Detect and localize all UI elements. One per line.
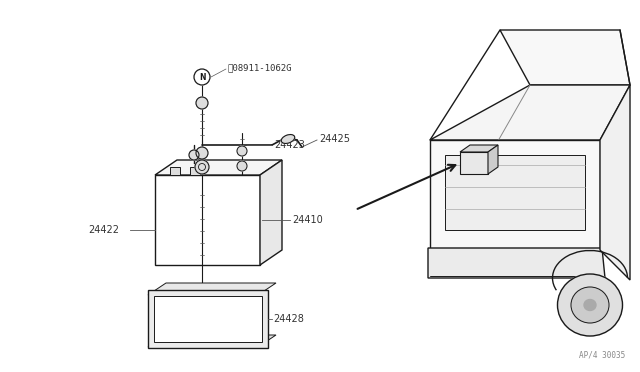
Text: 24428: 24428 — [273, 314, 304, 324]
Text: 24423: 24423 — [274, 140, 305, 150]
Polygon shape — [148, 290, 268, 348]
Polygon shape — [460, 145, 498, 152]
Polygon shape — [155, 160, 282, 175]
Text: N: N — [199, 73, 205, 81]
Circle shape — [189, 150, 199, 160]
Polygon shape — [154, 296, 262, 342]
Circle shape — [196, 147, 208, 159]
Circle shape — [195, 160, 209, 174]
Polygon shape — [155, 175, 260, 265]
Text: 24425: 24425 — [319, 134, 350, 144]
Circle shape — [196, 97, 208, 109]
Polygon shape — [428, 248, 605, 278]
Circle shape — [237, 161, 247, 171]
Text: ⓝ08911-1062G: ⓝ08911-1062G — [228, 64, 292, 73]
Ellipse shape — [282, 135, 294, 144]
Ellipse shape — [571, 287, 609, 323]
Polygon shape — [190, 167, 200, 175]
Polygon shape — [430, 140, 600, 250]
Polygon shape — [500, 30, 630, 85]
Ellipse shape — [584, 299, 596, 311]
Text: 24422: 24422 — [88, 225, 119, 235]
Polygon shape — [600, 85, 630, 280]
Polygon shape — [148, 283, 276, 295]
Text: 24410: 24410 — [292, 215, 323, 225]
Text: AP/4 30035: AP/4 30035 — [579, 351, 625, 360]
Polygon shape — [170, 167, 180, 175]
Polygon shape — [260, 160, 282, 265]
Ellipse shape — [557, 274, 623, 336]
Polygon shape — [488, 145, 498, 174]
Circle shape — [194, 69, 210, 85]
Polygon shape — [445, 155, 585, 230]
Polygon shape — [460, 152, 488, 174]
Polygon shape — [148, 335, 276, 347]
Polygon shape — [430, 85, 630, 140]
Circle shape — [237, 146, 247, 156]
